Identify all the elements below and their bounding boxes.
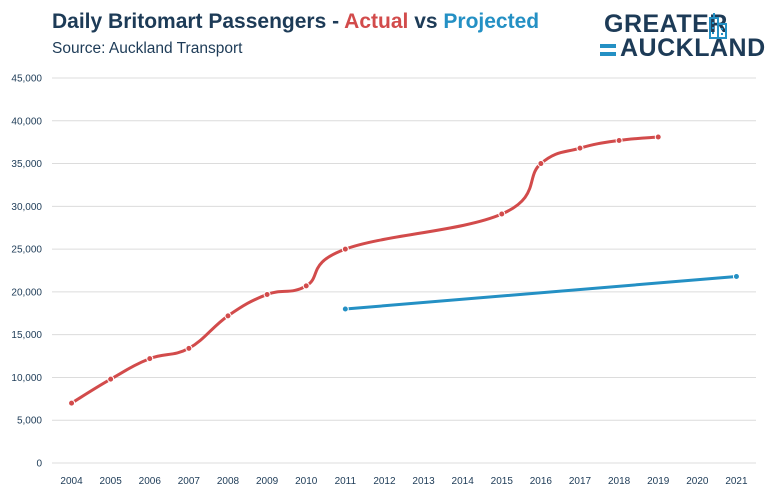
logo-rule bbox=[600, 44, 616, 48]
gridlines bbox=[52, 77, 756, 464]
x-tick-label: 2006 bbox=[139, 476, 162, 487]
data-point-actual bbox=[615, 136, 623, 144]
data-point-projected bbox=[732, 272, 740, 280]
y-tick-label: 5,000 bbox=[17, 416, 42, 427]
logo-text-auckland: AUCKLAND bbox=[620, 34, 766, 62]
logo-text-greater: GREATER bbox=[604, 10, 728, 38]
x-tick-label: 2007 bbox=[178, 476, 201, 487]
data-point-actual bbox=[537, 160, 545, 168]
series-line-projected bbox=[343, 274, 738, 311]
logo-rule-lower bbox=[600, 52, 616, 56]
series-line-actual bbox=[70, 135, 660, 405]
x-tick-label: 2020 bbox=[686, 476, 709, 487]
title-vs: vs bbox=[408, 10, 444, 33]
x-tick-label: 2017 bbox=[569, 476, 592, 487]
data-point-actual bbox=[576, 144, 584, 152]
y-tick-label: 45,000 bbox=[11, 74, 42, 85]
data-point-actual bbox=[654, 133, 662, 141]
x-tick-label: 2009 bbox=[256, 476, 279, 487]
data-point-actual bbox=[263, 290, 271, 298]
data-point-actual bbox=[146, 355, 154, 363]
y-tick-label: 35,000 bbox=[11, 159, 42, 170]
title-prefix: Daily Britomart Passengers - bbox=[52, 10, 345, 33]
x-tick-label: 2021 bbox=[725, 476, 748, 487]
data-point-actual bbox=[341, 245, 349, 253]
x-tick-label: 2005 bbox=[100, 476, 123, 487]
x-tick-label: 2016 bbox=[530, 476, 553, 487]
data-point-actual bbox=[107, 375, 115, 383]
x-tick-label: 2012 bbox=[373, 476, 396, 487]
title-projected: Projected bbox=[443, 10, 540, 33]
x-tick-label: 2019 bbox=[647, 476, 670, 487]
x-tick-label: 2008 bbox=[217, 476, 240, 487]
x-tick-label: 2013 bbox=[412, 476, 435, 487]
data-point-actual bbox=[302, 282, 310, 290]
x-tick-label: 2014 bbox=[452, 476, 475, 487]
x-tick-label: 2004 bbox=[60, 476, 83, 487]
y-axis: 0 5,000 10,000 15,000 20,000 25,000 30,000 35,0… bbox=[11, 74, 42, 470]
greater-auckland-logo: GREATER AUCKLAND bbox=[598, 10, 765, 64]
data-point-projected bbox=[341, 305, 349, 313]
y-tick-label: 0 bbox=[36, 459, 42, 470]
x-tick-label: 2011 bbox=[335, 476, 357, 487]
data-point-actual bbox=[68, 399, 76, 407]
y-tick-label: 10,000 bbox=[11, 373, 42, 384]
x-tick-label: 2015 bbox=[491, 476, 514, 487]
data-point-actual bbox=[498, 210, 506, 218]
series-layer bbox=[68, 133, 740, 407]
y-tick-label: 25,000 bbox=[11, 245, 42, 256]
x-tick-label: 2018 bbox=[608, 476, 631, 487]
chart-title: Daily Britomart Passengers - Actual vs P… bbox=[52, 10, 539, 34]
data-point-actual bbox=[185, 344, 193, 352]
data-point-actual bbox=[224, 312, 232, 320]
y-tick-label: 15,000 bbox=[11, 330, 42, 341]
y-tick-label: 20,000 bbox=[11, 287, 42, 298]
city-building-icon bbox=[709, 13, 727, 39]
y-tick-label: 30,000 bbox=[11, 202, 42, 213]
x-tick-label: 2010 bbox=[295, 476, 318, 487]
x-axis: 2004 2005 2006 2007 2008 2009 2010 2011 2012 2013… bbox=[60, 476, 748, 487]
chart-subtitle: Source: Auckland Transport bbox=[52, 40, 243, 57]
title-actual: Actual bbox=[344, 10, 409, 33]
y-tick-label: 40,000 bbox=[11, 116, 42, 127]
